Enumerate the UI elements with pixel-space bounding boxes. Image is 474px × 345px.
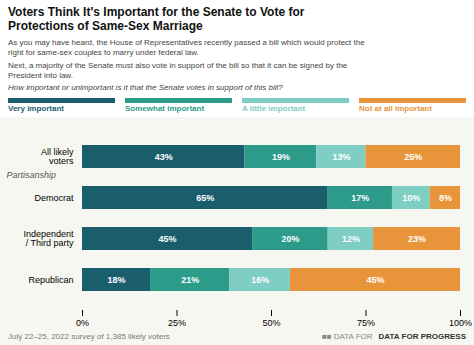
html-text:July 22–25, 2022 survey of 1,3: July 22–25, 2022 survey of 1,385 likely … [8, 331, 170, 341]
html-text:DATA FOR PROGRESS: DATA FOR PROGRESS [378, 331, 466, 341]
html-text:How important or unimportant i: How important or unimportant is it that … [8, 83, 283, 93]
html-text:Somewhat important: Somewhat important [125, 103, 205, 113]
html-text:A little important: A little important [242, 103, 306, 113]
svg-text:Partisanship: Partisanship [7, 170, 57, 180]
html-text:Very important: Very important [8, 103, 64, 113]
svg-text:43%: 43% [155, 152, 173, 162]
svg-text:50%: 50% [262, 318, 280, 328]
svg-text:Republican: Republican [28, 275, 73, 285]
svg-text:21%: 21% [181, 275, 199, 285]
svg-text:Democrat: Democrat [34, 193, 74, 203]
svg-text:25%: 25% [404, 152, 422, 162]
svg-text:0%: 0% [76, 318, 89, 328]
svg-text:20%: 20% [281, 234, 299, 244]
html-text:Next, a majority of the Senate: Next, a majority of the Senate must also… [8, 60, 348, 80]
svg-text:45%: 45% [159, 234, 177, 244]
svg-text:16%: 16% [251, 275, 269, 285]
svg-text:25%: 25% [168, 318, 186, 328]
svg-text:45%: 45% [366, 275, 384, 285]
svg-text:19%: 19% [272, 152, 290, 162]
svg-text:All likelyvoters: All likelyvoters [41, 147, 74, 166]
html-text:As you may have heard, the Hou: As you may have heard, the House of Repr… [8, 37, 365, 58]
svg-text:12%: 12% [342, 234, 360, 244]
svg-text:23%: 23% [408, 234, 426, 244]
html-text:Voters Think It's Important fo: Voters Think It's Important for the Sena… [8, 5, 305, 34]
html-text:■■ DATA FOR: ■■ DATA FOR [321, 331, 373, 341]
svg-text:18%: 18% [108, 275, 126, 285]
svg-text:13%: 13% [332, 152, 350, 162]
svg-text:Independent/ Third party: Independent/ Third party [23, 229, 74, 248]
svg-text:10%: 10% [402, 193, 420, 203]
svg-text:17%: 17% [351, 193, 369, 203]
html-text:Not at all important: Not at all important [359, 103, 432, 113]
svg-text:65%: 65% [196, 193, 214, 203]
svg-text:75%: 75% [357, 318, 375, 328]
svg-text:8%: 8% [439, 193, 452, 203]
svg-text:100%: 100% [449, 318, 472, 328]
